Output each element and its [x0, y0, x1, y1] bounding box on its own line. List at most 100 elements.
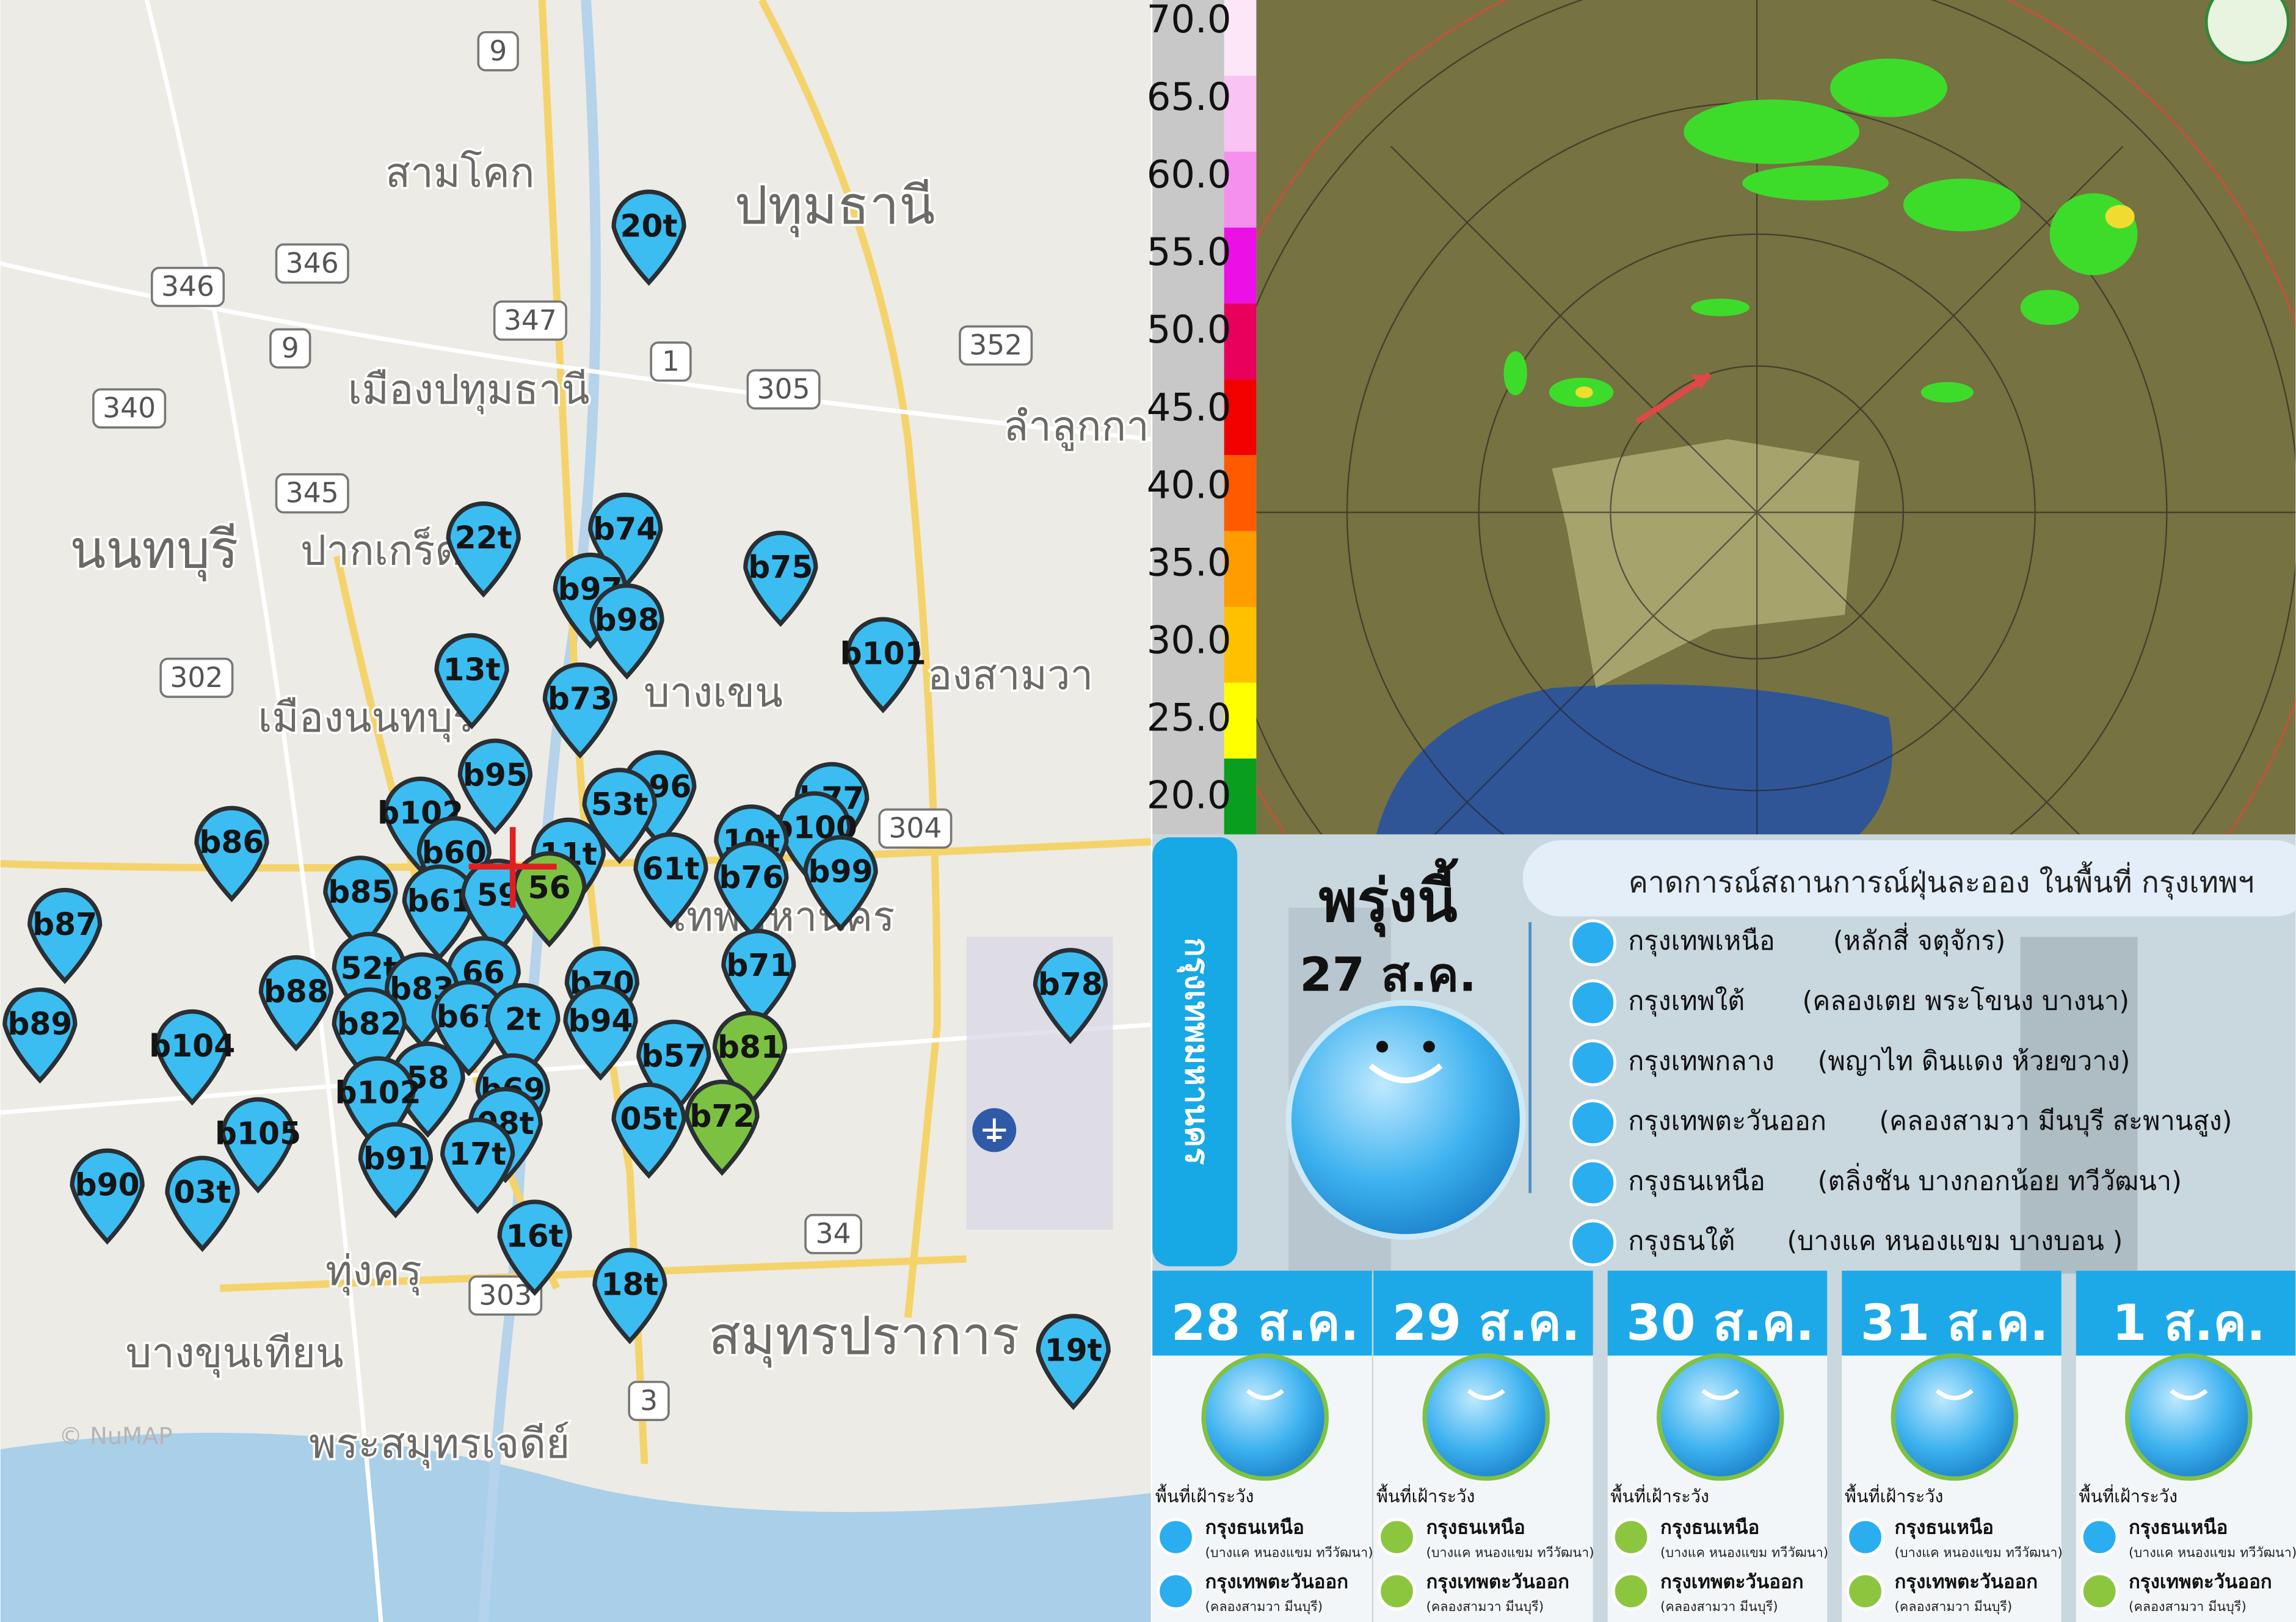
- watch-detail: (บางแค หนองแขม ทวีวัฒนา): [1660, 1545, 1828, 1560]
- map-marker[interactable]: [220, 1097, 296, 1194]
- marker-label: b86: [199, 824, 264, 860]
- map-marker[interactable]: [592, 1248, 667, 1345]
- map-marker[interactable]: [542, 662, 618, 759]
- area-name: กรุงเทพใต้: [1628, 986, 1745, 1017]
- map-marker[interactable]: [323, 856, 398, 952]
- marker-label: b73: [548, 681, 612, 717]
- map-marker[interactable]: [582, 768, 657, 864]
- forecast: กรุงเทพมหานคร คาดการณ์สถานการณ์ฝุ่นละออง…: [1152, 834, 2296, 1622]
- day-date: 31 ส.ค.: [1861, 1294, 2049, 1352]
- marker-label: b99: [808, 854, 873, 890]
- map-marker[interactable]: [803, 835, 878, 932]
- map-marker[interactable]: [845, 617, 921, 713]
- map-marker[interactable]: [1033, 948, 1108, 1044]
- place-label: เมืองปทุมธานี: [348, 366, 590, 415]
- marker-label: 20t: [620, 208, 678, 244]
- map-marker[interactable]: [358, 1122, 434, 1218]
- marker-label: 56: [528, 870, 571, 906]
- map-marker[interactable]: [589, 583, 664, 680]
- map-marker[interactable]: [714, 841, 789, 937]
- place-label: บางขุนเทียน: [126, 1329, 344, 1378]
- marker-label: b94: [568, 1003, 633, 1039]
- watch-name: กรุงเทพตะวันออก: [1205, 1571, 1348, 1593]
- watch-dot: [1157, 1572, 1195, 1610]
- map-marker[interactable]: [258, 955, 334, 1052]
- watch-name: กรุงธนเหนือ: [1205, 1517, 1304, 1540]
- map-marker[interactable]: [434, 633, 509, 730]
- road-shield: [804, 1213, 862, 1254]
- marker-label: b82: [337, 1006, 402, 1042]
- map-marker[interactable]: [611, 189, 686, 286]
- map-marker[interactable]: [2, 987, 78, 1084]
- area-dot: [1569, 1039, 1617, 1086]
- map-marker[interactable]: [611, 1082, 686, 1179]
- place-label: บางเขน: [644, 669, 783, 716]
- marker-label: 16t: [506, 1218, 564, 1254]
- watch-dot: [1611, 1572, 1651, 1610]
- map-marker[interactable]: [154, 1009, 230, 1106]
- map-marker[interactable]: [165, 1155, 240, 1253]
- marker-label: 03t: [173, 1174, 231, 1210]
- map-marker[interactable]: [743, 531, 818, 627]
- road-number: 304: [888, 812, 942, 845]
- scale-color: [1224, 758, 1257, 835]
- day-header: [1842, 1270, 2062, 1356]
- road-shield: [468, 1275, 543, 1316]
- map-marker[interactable]: [721, 929, 796, 1025]
- map-marker[interactable]: [446, 501, 521, 598]
- place-label: ปากเกร็ด: [300, 526, 462, 575]
- map-marker[interactable]: [685, 1079, 760, 1176]
- watch-dot: [1378, 1518, 1416, 1557]
- marker-label: b87: [32, 906, 97, 942]
- map-marker[interactable]: [563, 984, 638, 1081]
- scale-label: 65.0: [1147, 75, 1232, 119]
- map-marker[interactable]: [457, 738, 533, 835]
- day-header: [2076, 1270, 2296, 1356]
- area-detail: (หลักสี่ จตุจักร): [1833, 923, 2005, 957]
- map-marker[interactable]: [27, 887, 103, 984]
- marker-label: b78: [1038, 966, 1103, 1002]
- map-marker[interactable]: [70, 1148, 145, 1245]
- today-face: [1285, 1000, 1526, 1240]
- map-marker[interactable]: [497, 1199, 572, 1296]
- watch-dot: [1378, 1572, 1416, 1610]
- watch-detail: (บางแค หนองแขม ทวีวัฒนา): [1426, 1545, 1594, 1560]
- scale-label: 70.0: [1147, 0, 1232, 42]
- map-marker[interactable]: [390, 1041, 465, 1138]
- watch-label: พื้นที่เฝ้าระวัง: [1610, 1484, 1709, 1507]
- today-date: 27 ส.ค.: [1299, 948, 1477, 1002]
- marker-label: 17t: [449, 1136, 506, 1172]
- scale-color: [1224, 455, 1257, 531]
- marker-label: b89: [7, 1006, 72, 1042]
- watch-dot: [2080, 1518, 2119, 1557]
- road-number: 9: [282, 332, 299, 364]
- day-header: [1373, 1270, 1593, 1356]
- area-dot: [1569, 1099, 1617, 1146]
- map-marker[interactable]: [633, 832, 708, 929]
- marker-label: b88: [264, 973, 329, 1009]
- map-marker[interactable]: [512, 851, 587, 948]
- area-name: กรุงเทพกลาง: [1628, 1046, 1775, 1077]
- map-marker[interactable]: [440, 1118, 515, 1214]
- place-label: องสามวา: [928, 651, 1093, 699]
- marker-label: b72: [689, 1098, 754, 1134]
- road-number: 340: [103, 392, 156, 424]
- watch-detail: (คลองสามวา มีนบุรี): [2129, 1599, 2247, 1615]
- day-face: [2125, 1353, 2253, 1481]
- area-name: กรุงเทพเหนือ: [1628, 926, 1775, 957]
- road-number: 305: [757, 373, 810, 406]
- road-number: 345: [286, 477, 339, 509]
- map-marker[interactable]: [194, 806, 269, 903]
- map: สามโคกปทุมธานีเมืองปทุมธานีลำลูกกานนทบุร…: [0, 0, 1151, 1622]
- watch-detail: (คลองสามวา มีนบุรี): [1660, 1599, 1778, 1615]
- road-shield: [150, 266, 225, 307]
- day-face: [1891, 1353, 2019, 1481]
- watch-detail: (คลองสามวา มีนบุรี): [1205, 1599, 1323, 1615]
- map-marker[interactable]: [1036, 1314, 1111, 1410]
- road-number: 303: [479, 1279, 532, 1311]
- watch-detail: (คลองสามวา มีนบุรี): [1426, 1599, 1544, 1615]
- watch-name: กรุงเทพตะวันออก: [2129, 1571, 2272, 1593]
- watch-name: กรุงธนเหนือ: [2129, 1517, 2228, 1540]
- road-shield: [269, 328, 311, 369]
- marker-label: 13t: [443, 652, 500, 688]
